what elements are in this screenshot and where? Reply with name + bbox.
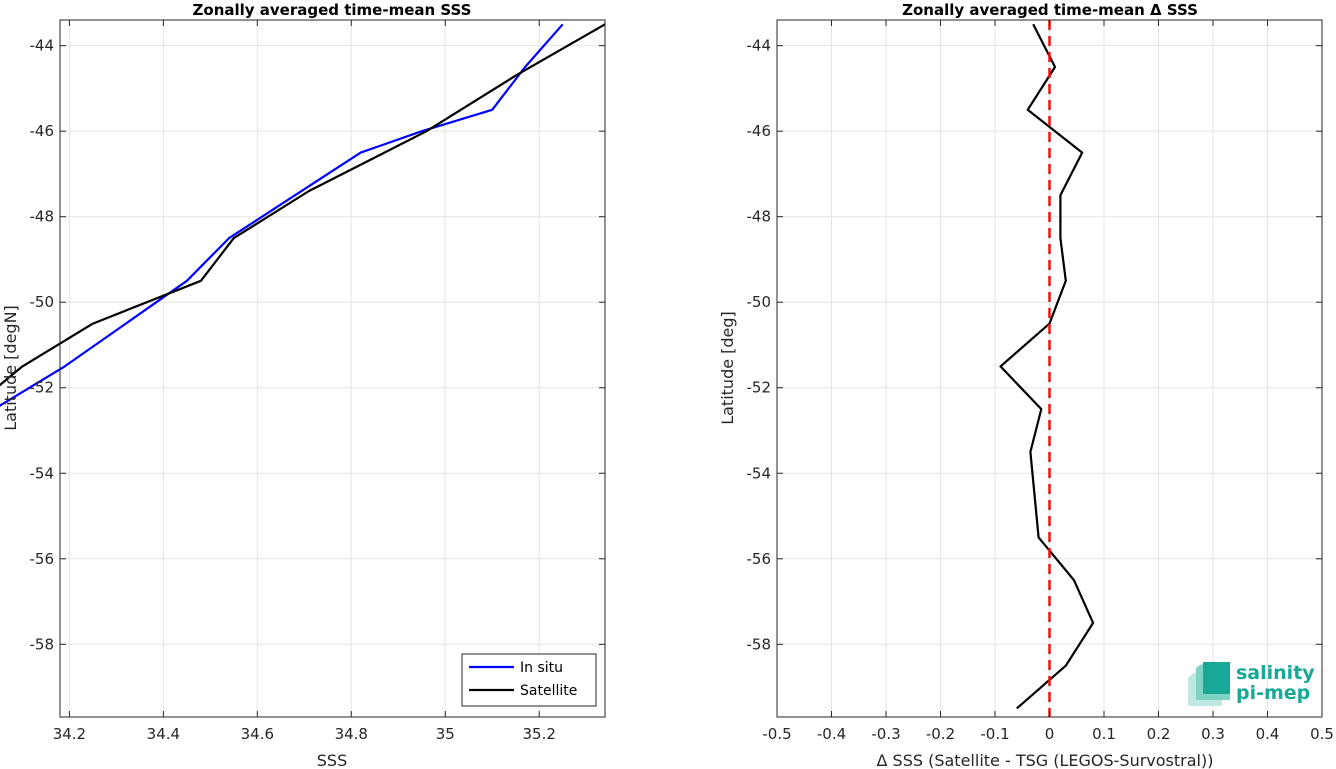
delta-sss-x-tick-label: 0.5: [1310, 725, 1334, 743]
delta-sss-x-axis-label: Δ SSS (Satellite - TSG (LEGOS-Survostral…: [877, 751, 1214, 769]
sss-y-tick-label: -50: [30, 293, 55, 311]
sss-chart-title: Zonally averaged time-mean SSS: [193, 1, 472, 19]
sss-x-tick-label: 34.2: [53, 725, 86, 743]
sss-x-axis-label: SSS: [317, 751, 347, 769]
sss-y-tick-label: -52: [30, 379, 55, 397]
delta-sss-y-axis-label: Latitude [deg]: [718, 311, 737, 425]
delta-sss-y-tick-label: -46: [747, 122, 772, 140]
legend-box: [461, 653, 597, 707]
delta-sss-series-line-0: [999, 23, 1095, 710]
sss-y-tick-label: -58: [30, 635, 55, 653]
sss-x-tick-label: 34.6: [241, 725, 274, 743]
delta-sss-x-tick-label: -0.4: [817, 725, 846, 743]
delta-sss-x-tick-label: -0.2: [926, 725, 955, 743]
sss-series-line-satellite: [0, 23, 606, 387]
sss-x-tick-label: 35: [436, 725, 455, 743]
delta-sss-x-tick-label: 0.3: [1201, 725, 1225, 743]
legend-label-satellite: Satellite: [520, 683, 577, 699]
delta-sss-x-tick-label: 0: [1045, 725, 1055, 743]
sss-y-tick-label: -48: [30, 208, 55, 226]
sss-x-tick-label: 34.8: [335, 725, 368, 743]
delta-sss-x-tick-label: -0.5: [762, 725, 791, 743]
delta-sss-x-tick-label: 0.1: [1092, 725, 1116, 743]
delta-sss-chart-title: Zonally averaged time-mean Δ SSS: [902, 1, 1198, 19]
sss-plot-frame: [59, 19, 606, 718]
delta-sss-y-tick-label: -52: [747, 379, 772, 397]
delta-sss-x-tick-label: -0.1: [980, 725, 1009, 743]
delta-sss-x-tick-label: 0.2: [1147, 725, 1171, 743]
logo-text-pi-mep: pi-mep: [1236, 682, 1310, 704]
delta-sss-y-tick-label: -58: [747, 635, 772, 653]
delta-sss-x-tick-label: -0.3: [871, 725, 900, 743]
sss-y-tick-label: -44: [30, 37, 55, 55]
sss-series-line-in-situ: [0, 23, 564, 407]
delta-sss-y-tick-label: -56: [747, 550, 772, 568]
sss-grid: [60, 20, 605, 717]
sss-series-layer: [0, 23, 606, 407]
salinity-pi-mep-logo: salinity pi-mep: [1188, 662, 1315, 706]
sss-ticks: 3434.234.434.634.83535.2-58-56-54-52-50-…: [30, 20, 605, 743]
legend-label-in-situ: In situ: [520, 660, 563, 676]
sss-panel: 3434.234.434.634.83535.2-58-56-54-52-50-…: [0, 1, 606, 769]
sss-x-tick-label: 35.2: [523, 725, 556, 743]
sss-y-axis-label: Latitude [degN]: [1, 305, 20, 431]
logo-text-salinity: salinity: [1236, 662, 1315, 684]
sss-x-tick-label: 34.4: [147, 725, 180, 743]
delta-sss-y-tick-label: -48: [747, 208, 772, 226]
delta-sss-y-tick-label: -54: [747, 464, 772, 482]
delta-sss-ticks: -0.5 -0.4 -0.3 -0.2 -0.1 0 0.1 0.2 0.3 0.4 0.5 -58 -…: [747, 20, 1334, 743]
sss-y-tick-label: -54: [30, 464, 55, 482]
sss-y-tick-label: -46: [30, 122, 55, 140]
delta-sss-panel: -0.5 -0.4 -0.3 -0.2 -0.1 0 0.1 0.2 0.3 0.4 0.5 -58 -…: [718, 1, 1334, 769]
sss-legend: In situ Satellite: [461, 653, 597, 707]
delta-sss-y-tick-label: -44: [747, 37, 772, 55]
logo-waves-icon: [1188, 662, 1230, 706]
delta-sss-series-layer: [999, 23, 1095, 710]
sss-y-tick-label: -56: [30, 550, 55, 568]
delta-sss-x-tick-label: 0.4: [1256, 725, 1280, 743]
delta-sss-y-tick-label: -50: [747, 293, 772, 311]
